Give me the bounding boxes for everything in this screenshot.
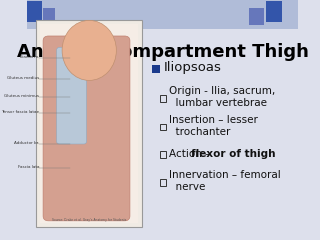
Bar: [160, 179, 166, 186]
Text: Insertion – lesser
  trochanter: Insertion – lesser trochanter: [169, 115, 258, 137]
Bar: [266, 1, 282, 22]
Text: Innervation – femoral
  nerve: Innervation – femoral nerve: [169, 170, 281, 192]
Text: Gluteus medius: Gluteus medius: [7, 76, 39, 80]
Text: Iliopsoas: Iliopsoas: [164, 61, 222, 74]
Text: Origin - Ilia, sacrum,
  lumbar vertebrae: Origin - Ilia, sacrum, lumbar vertebrae: [169, 86, 276, 108]
Bar: [160, 95, 166, 102]
Ellipse shape: [62, 20, 116, 80]
Text: Iliacus m.: Iliacus m.: [20, 55, 39, 59]
Text: Anterior Compartment Thigh: Anterior Compartment Thigh: [17, 43, 308, 61]
Bar: [160, 124, 166, 130]
Bar: [43, 8, 55, 25]
Bar: [27, 1, 42, 22]
Bar: [160, 151, 166, 158]
FancyBboxPatch shape: [27, 0, 298, 240]
Text: Action –: Action –: [169, 149, 214, 159]
Bar: [249, 8, 264, 25]
FancyBboxPatch shape: [43, 36, 130, 221]
Text: Gluteus minimus: Gluteus minimus: [4, 94, 39, 98]
Bar: [152, 65, 160, 73]
Text: Source: Drake et al. Gray's Anatomy for Students: Source: Drake et al. Gray's Anatomy for …: [52, 218, 126, 222]
Bar: [27, 0, 298, 29]
Text: flexor of thigh: flexor of thigh: [191, 149, 276, 159]
Text: Tensor fascia latae: Tensor fascia latae: [1, 110, 39, 114]
Text: Fascia lata: Fascia lata: [18, 166, 39, 169]
FancyBboxPatch shape: [57, 48, 86, 144]
Bar: [40, 24, 138, 223]
Text: Adductor br.: Adductor br.: [14, 141, 39, 145]
FancyBboxPatch shape: [36, 20, 142, 227]
